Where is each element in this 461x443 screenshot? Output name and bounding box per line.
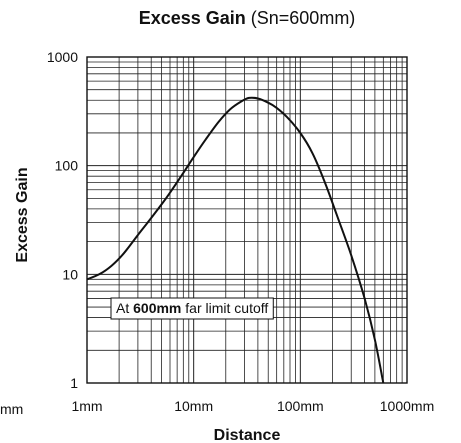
chart-title-rest: (Sn=600mm) — [246, 8, 356, 28]
y-tick-label: 1000 — [47, 49, 78, 65]
series-line — [86, 96, 385, 384]
annotation-pre: At — [116, 300, 133, 316]
x-tick-label: 10mm — [174, 398, 213, 414]
annotation-box — [110, 297, 274, 320]
y-tick-labels: 1 10 100 1000 — [47, 49, 78, 391]
chart-title-bold: Excess Gain — [139, 8, 246, 28]
x-tick-labels: 1mm 10mm 100mm 1000mm — [71, 398, 434, 414]
plot-border — [86, 56, 408, 384]
series-lines — [86, 96, 385, 384]
left-edge-label: mm — [0, 401, 23, 417]
y-axis-label: Excess Gain — [14, 167, 31, 262]
annotation-border — [110, 297, 274, 320]
y-tick-label: 1 — [70, 375, 78, 391]
y-tick-label: 10 — [62, 266, 78, 282]
annotation-post: far limit cutoff — [181, 300, 268, 316]
annotation-text: At 600mm far limit cutoff — [116, 300, 268, 316]
y-tick-label: 100 — [55, 158, 79, 174]
grid-lines — [87, 57, 407, 383]
x-tick-label: 1mm — [71, 398, 102, 414]
x-tick-label: 1000mm — [380, 398, 434, 414]
x-axis-label: Distance — [214, 427, 281, 443]
plot-frame — [86, 56, 408, 384]
x-tick-label: 100mm — [277, 398, 324, 414]
annotation-bold: 600mm — [133, 300, 181, 316]
chart-title: Excess Gain (Sn=600mm) — [139, 8, 356, 28]
